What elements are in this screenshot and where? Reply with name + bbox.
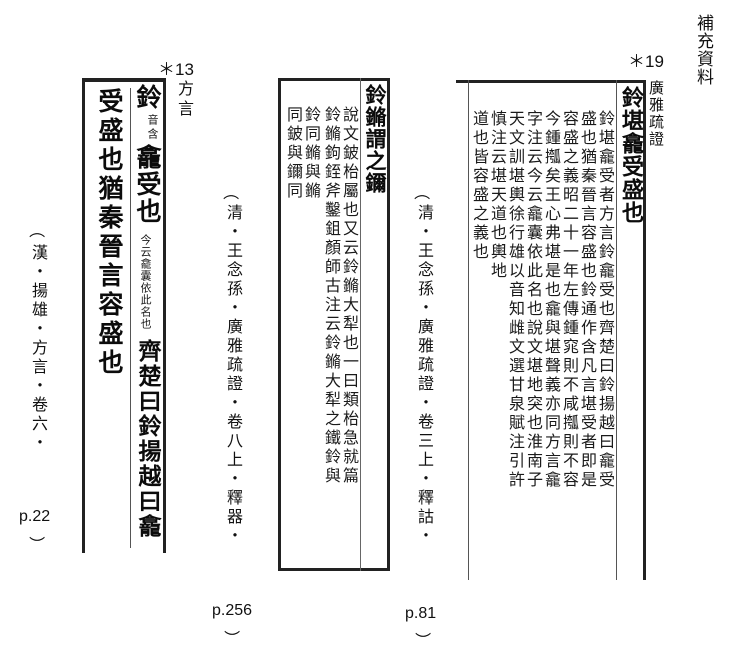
panel-a-rule-left [82,78,85,553]
panel-a-col1-tail: 齊楚曰鈴揚越曰龕 [134,339,161,539]
panel-a-col2: 受盛也猶秦晉言容盛也 [95,88,124,378]
panel-c-rule-top [456,80,646,83]
panel-b-rule-bottom [278,568,390,571]
panel-b-col2: 鈴鏅鉤銍斧鑿鉏顏師古注云鈴鏅大犁之鐵鈴與 [322,106,341,486]
panel-a-source-label: 方言 [175,80,194,120]
panel-c-title: 鈴堪龕受盛也 [618,86,644,224]
panel-c-citation: 清・王念孫・廣雅疏證・卷三上・釋詁・ [415,204,434,546]
panel-b-rule-top [278,78,390,81]
panel-a-col1-annot: 音含 [146,114,159,142]
panel-b-rule-title [360,78,361,571]
panel-b-paren-close: ） [222,629,242,647]
panel-c-col3: 容盛之義昭二十一年左傳鍾窕則不咸摦則不容 [560,110,579,490]
panel-b-col3: 鈴同鏅與鏅 [302,106,321,201]
panel-c-scan: 鈴堪龕受盛也 鈴堪龕受者方言鈴龕受也齊楚曰鈴揚越曰龕受 盛也猶秦晉言容盛也鈴通作… [456,80,646,580]
panel-a-paren-close: ） [27,535,47,553]
panel-c-rule-left [468,80,469,580]
panel-c-source-label: 廣雅疏證 [647,80,665,148]
corner-label: 補充資料 [693,14,713,86]
panel-a-rule-mid [130,88,131,548]
panel-c-paren-close: ） [413,631,433,649]
panel-c-page: p.81 [405,605,437,622]
panel-a-col1-annot2: 今云龕囊依此名也 [139,234,152,330]
panel-a-col1: 鈴 音含 龕受也 今云龕囊依此名也 齊楚曰鈴揚越曰龕 [132,84,162,549]
panel-c-paren-open: （ [412,183,432,201]
panel-c-col7: 慎注云堪天道也輿地 [488,110,507,281]
panel-b-citation: 清・王念孫・廣雅疏證・卷八上・釋器・ [224,204,243,546]
panel-a-col1-head: 鈴 [133,84,162,109]
panel-c-col8: 道也皆容盛之義也 [470,110,489,262]
panel-c-col5: 字注云今云龕囊依此名也說文堪地突也淮南子 [524,110,543,490]
panel-b-page: p.256 [212,602,253,619]
panel-a-col1-body: 龕受也 [133,144,162,225]
panel-c-col6: 天文訓堪輿徐行雄以音知雌文選甘泉賦注引許 [506,110,525,490]
panel-a-rule-top [82,78,166,82]
panel-c-col4: 今鍾摦矣王心弗堪是也龕與堪聲義亦同方言龕 [542,110,561,490]
panel-b-rule-right [387,78,390,571]
panel-c-rule-title [616,80,617,580]
panel-b-paren-open: （ [221,183,241,201]
panel-b-scan: 鈴鏅謂之鑈 說文鈹枱屬也又云鈴鏅大犁也一曰類枱急就篇 鈴鏅鉤銍斧鑿鉏顏師古注云鈴… [278,78,390,571]
panel-b-title: 鈴鏅謂之鑈 [363,84,388,194]
panel-b-col4: 同鈹與鑈同 [284,106,303,201]
panel-c-col1: 鈴堪龕受者方言鈴龕受也齊楚曰鈴揚越曰龕受 [596,110,615,490]
panel-b-col1: 說文鈹枱屬也又云鈴鏅大犁也一曰類枱急就篇 [340,106,359,486]
panel-a-paren-open: （ [27,221,47,239]
panel-a-citation: 漢・揚雄・方言・卷六・ [29,244,48,453]
panel-c-col2: 盛也猶秦晉言容盛也鈴通作含凡言堪受者即是 [578,110,597,490]
panel-a-marker: ＊13 [158,60,194,79]
panel-c-rule-right [643,80,646,580]
panel-c-marker: ＊19 [628,52,664,71]
panel-b-rule-left [278,78,281,571]
panel-a-scan: 鈴 音含 龕受也 今云龕囊依此名也 齊楚曰鈴揚越曰龕 受盛也猶秦晉言容盛也 [82,78,166,553]
panel-a-rule-right [163,78,166,553]
panel-a-page: p.22 [19,508,51,525]
